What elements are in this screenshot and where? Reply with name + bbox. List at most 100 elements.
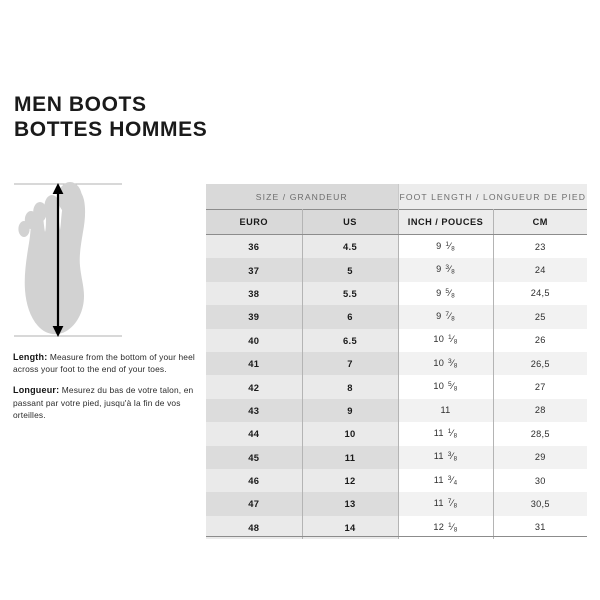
cell-euro: 48 bbox=[206, 515, 303, 540]
foot-silhouette-icon bbox=[18, 182, 86, 335]
cell-cm: 31 bbox=[493, 515, 588, 540]
cell-us: 14 bbox=[302, 515, 399, 540]
cell-euro: 42 bbox=[206, 375, 303, 399]
fraction: 7⁄8 bbox=[447, 498, 458, 510]
cell-inch: 9 1⁄8 bbox=[398, 234, 494, 259]
cell-us: 8 bbox=[302, 375, 399, 399]
table-row: 46 12 11 3⁄4 30 bbox=[206, 468, 588, 493]
title-line-en: MEN BOOTS bbox=[14, 93, 147, 116]
cell-inch: 9 7⁄8 bbox=[398, 305, 494, 329]
table-row: 42 8 10 5⁄8 27 bbox=[206, 375, 588, 399]
fraction: 1⁄8 bbox=[447, 428, 458, 440]
cell-us: 10 bbox=[302, 422, 399, 446]
fraction: 1⁄8 bbox=[448, 334, 458, 347]
cell-euro: 44 bbox=[206, 422, 303, 446]
fraction: 3⁄8 bbox=[445, 264, 455, 276]
cell-cm: 30,5 bbox=[493, 492, 588, 516]
group-header-foot-length: FOOT LENGTH / LONGUEUR DE PIED bbox=[398, 184, 588, 210]
size-chart-table: SIZE / GRANDEUR FOOT LENGTH / LONGUEUR D… bbox=[206, 184, 588, 540]
instruction-fr: Longueur: Mesurez du bas de votre talon,… bbox=[13, 384, 205, 421]
cell-inch: 11 7⁄8 bbox=[398, 492, 494, 516]
cell-cm: 28 bbox=[493, 398, 588, 423]
table-row: 48 14 12 1⁄8 31 bbox=[206, 515, 588, 540]
cell-cm: 30 bbox=[493, 468, 588, 493]
table-row: 36 4.5 9 1⁄8 23 bbox=[206, 234, 588, 259]
group-header-size: SIZE / GRANDEUR bbox=[206, 184, 399, 210]
cell-cm: 25 bbox=[493, 305, 588, 329]
cell-inch: 11 1⁄8 bbox=[398, 422, 494, 446]
cell-us: 11 bbox=[302, 445, 399, 469]
cell-us: 13 bbox=[302, 492, 399, 516]
column-header-euro: EURO bbox=[206, 209, 303, 235]
toe-little bbox=[18, 221, 30, 237]
table-row: 39 6 9 7⁄8 25 bbox=[206, 305, 588, 329]
table-group-header-row: SIZE / GRANDEUR FOOT LENGTH / LONGUEUR D… bbox=[206, 184, 588, 210]
instruction-label-en: Length: bbox=[13, 352, 48, 362]
cell-us: 5 bbox=[302, 258, 399, 282]
cell-inch: 9 3⁄8 bbox=[398, 258, 494, 282]
fraction: 1⁄8 bbox=[448, 521, 458, 534]
cell-inch: 10 3⁄8 bbox=[398, 351, 494, 376]
table-row: 41 7 10 3⁄8 26,5 bbox=[206, 351, 588, 376]
instruction-en: Length: Measure from the bottom of your … bbox=[13, 351, 205, 375]
size-chart-body: 36 4.5 9 1⁄8 23 37 5 9 3⁄8 24 38 5.5 9 5⁄8 24,5 39 6 9… bbox=[206, 234, 588, 540]
cell-inch: 12 1⁄8 bbox=[398, 515, 494, 540]
column-header-cm: CM bbox=[493, 209, 588, 235]
cell-inch: 10 1⁄8 bbox=[398, 328, 494, 352]
cell-cm: 23 bbox=[493, 234, 588, 259]
cell-us: 7 bbox=[302, 351, 399, 376]
table-column-header-row: EURO US INCH / POUCES CM bbox=[206, 209, 588, 235]
cell-euro: 47 bbox=[206, 492, 303, 516]
cell-inch: 9 5⁄8 bbox=[398, 281, 494, 306]
cell-inch: 11 3⁄4 bbox=[398, 468, 494, 493]
table-row: 40 6.5 10 1⁄8 26 bbox=[206, 328, 588, 352]
fraction: 3⁄8 bbox=[447, 451, 458, 463]
cell-euro: 46 bbox=[206, 468, 303, 493]
fraction: 1⁄8 bbox=[445, 240, 455, 253]
measurement-instructions: Length: Measure from the bottom of your … bbox=[13, 351, 205, 430]
fraction: 5⁄8 bbox=[445, 287, 455, 300]
cell-cm: 29 bbox=[493, 445, 588, 469]
cell-euro: 40 bbox=[206, 328, 303, 352]
column-header-us: US bbox=[302, 209, 399, 235]
cell-euro: 36 bbox=[206, 234, 303, 259]
instruction-label-fr: Longueur: bbox=[13, 385, 60, 396]
table-row: 47 13 11 7⁄8 30,5 bbox=[206, 492, 588, 516]
cell-cm: 26 bbox=[493, 328, 588, 352]
cell-cm: 24,5 bbox=[493, 281, 588, 306]
cell-euro: 45 bbox=[206, 445, 303, 469]
table-row: 37 5 9 3⁄8 24 bbox=[206, 258, 588, 282]
cell-cm: 24 bbox=[493, 258, 588, 282]
toe-second bbox=[44, 195, 60, 217]
foot-measurement-diagram bbox=[6, 176, 202, 344]
cell-us: 9 bbox=[302, 398, 399, 423]
cell-euro: 41 bbox=[206, 351, 303, 376]
cell-cm: 26,5 bbox=[493, 351, 588, 376]
title-line-fr: BOTTES HOMMES bbox=[14, 118, 208, 141]
measurement-arrow-icon bbox=[52, 183, 64, 337]
table-row: 44 10 11 1⁄8 28,5 bbox=[206, 422, 588, 446]
cell-inch: 11 3⁄8 bbox=[398, 445, 494, 469]
instruction-text-en: Measure from the bottom of your heel acr… bbox=[13, 352, 195, 375]
table-row: 45 11 11 3⁄8 29 bbox=[206, 445, 588, 469]
cell-us: 4.5 bbox=[302, 234, 399, 259]
fraction: 7⁄8 bbox=[445, 311, 455, 323]
cell-euro: 37 bbox=[206, 258, 303, 282]
cell-us: 5.5 bbox=[302, 281, 399, 306]
cell-inch: 11 bbox=[398, 398, 494, 423]
fraction: 3⁄4 bbox=[447, 474, 458, 487]
table-row: 43 9 11 28 bbox=[206, 398, 588, 423]
cell-us: 12 bbox=[302, 468, 399, 493]
table-row: 38 5.5 9 5⁄8 24,5 bbox=[206, 281, 588, 306]
toe-big bbox=[58, 182, 82, 214]
cell-cm: 27 bbox=[493, 375, 588, 399]
cell-us: 6 bbox=[302, 305, 399, 329]
fraction: 3⁄8 bbox=[448, 357, 458, 370]
fraction: 5⁄8 bbox=[448, 381, 458, 393]
table-bottom-rule bbox=[206, 536, 587, 538]
cell-inch: 10 5⁄8 bbox=[398, 375, 494, 399]
page-title: MEN BOOTS BOTTES HOMMES bbox=[14, 92, 314, 142]
cell-euro: 38 bbox=[206, 281, 303, 306]
column-header-inch: INCH / POUCES bbox=[398, 209, 494, 235]
instruction-text-fr: Mesurez du bas de votre talon, en passan… bbox=[13, 385, 194, 420]
